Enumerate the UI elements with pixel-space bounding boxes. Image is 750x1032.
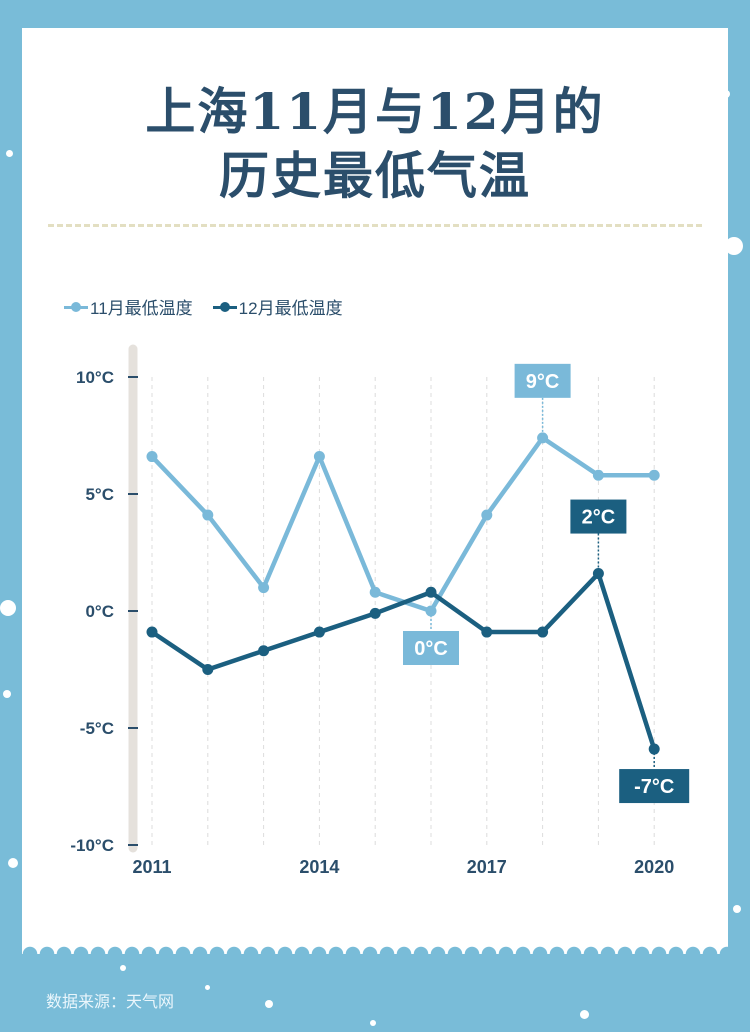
data-point — [202, 664, 214, 675]
legend-nov-marker-icon — [64, 301, 88, 313]
decor-dot — [265, 1000, 273, 1008]
callout-label: 2°C — [582, 507, 616, 529]
callout-label: -7°C — [634, 776, 674, 798]
data-point — [537, 432, 549, 444]
x-tick-label: 2017 — [467, 857, 507, 877]
data-point — [592, 568, 604, 580]
decor-dot — [6, 150, 13, 157]
data-point — [146, 451, 158, 463]
legend-item-dec: 12月最低温度 — [212, 294, 343, 319]
data-point — [537, 626, 549, 638]
data-point — [313, 451, 325, 463]
legend-dec-label: 12月最低温度 — [238, 299, 343, 318]
title-divider — [48, 224, 702, 227]
data-point — [369, 586, 381, 598]
y-tick-label: 0°C — [85, 602, 114, 621]
y-tick-label: -10°C — [70, 836, 114, 855]
data-point — [425, 586, 437, 598]
y-tick-label: 5°C — [85, 485, 114, 504]
decor-dot — [722, 90, 730, 98]
x-tick-label: 2011 — [132, 857, 171, 877]
decor-dot — [725, 237, 743, 255]
series-line-2 — [149, 571, 657, 752]
title-line-1: 上海11月与12月的 — [145, 82, 605, 141]
callout-box — [514, 363, 571, 398]
decor-dot — [580, 1010, 589, 1019]
x-tick-label: 2014 — [299, 857, 339, 877]
data-point — [481, 626, 493, 638]
data-point — [648, 469, 660, 481]
data-point — [202, 509, 214, 521]
data-source: 数据来源：天气网 — [46, 994, 175, 1011]
legend-dec-marker-icon — [212, 301, 237, 313]
y-tick-label: 10°C — [76, 368, 114, 387]
decor-dot — [733, 905, 741, 913]
legend: 11月最低温度 12月最低温度 — [64, 294, 343, 319]
callout-box — [403, 631, 459, 665]
chart-title: 上海11月与12月的 历史最低气温 — [0, 80, 750, 208]
callout-box — [619, 769, 690, 804]
ticket-edge-bottom — [22, 946, 728, 962]
decor-dot — [120, 965, 126, 971]
decor-dot — [8, 858, 18, 868]
data-point — [369, 607, 381, 619]
data-point — [258, 582, 270, 594]
data-point — [481, 509, 493, 521]
y-tick-label: -5°C — [80, 719, 114, 738]
legend-nov-label: 11月最低温度 — [90, 299, 193, 318]
data-point — [146, 626, 158, 638]
data-point — [592, 469, 604, 481]
data-point — [313, 626, 325, 638]
data-point — [258, 645, 270, 657]
title-line-2: 历史最低气温 — [219, 146, 531, 205]
callout-label: 0°C — [414, 638, 448, 660]
decor-dot — [205, 985, 210, 990]
legend-item-nov: 11月最低温度 — [64, 294, 193, 319]
decor-dot — [3, 690, 11, 698]
decor-dot — [370, 1020, 376, 1026]
x-tick-label: 2020 — [634, 857, 674, 877]
decor-dot — [0, 600, 16, 616]
callout-label: 9°C — [526, 371, 560, 393]
callout-box — [570, 499, 627, 534]
